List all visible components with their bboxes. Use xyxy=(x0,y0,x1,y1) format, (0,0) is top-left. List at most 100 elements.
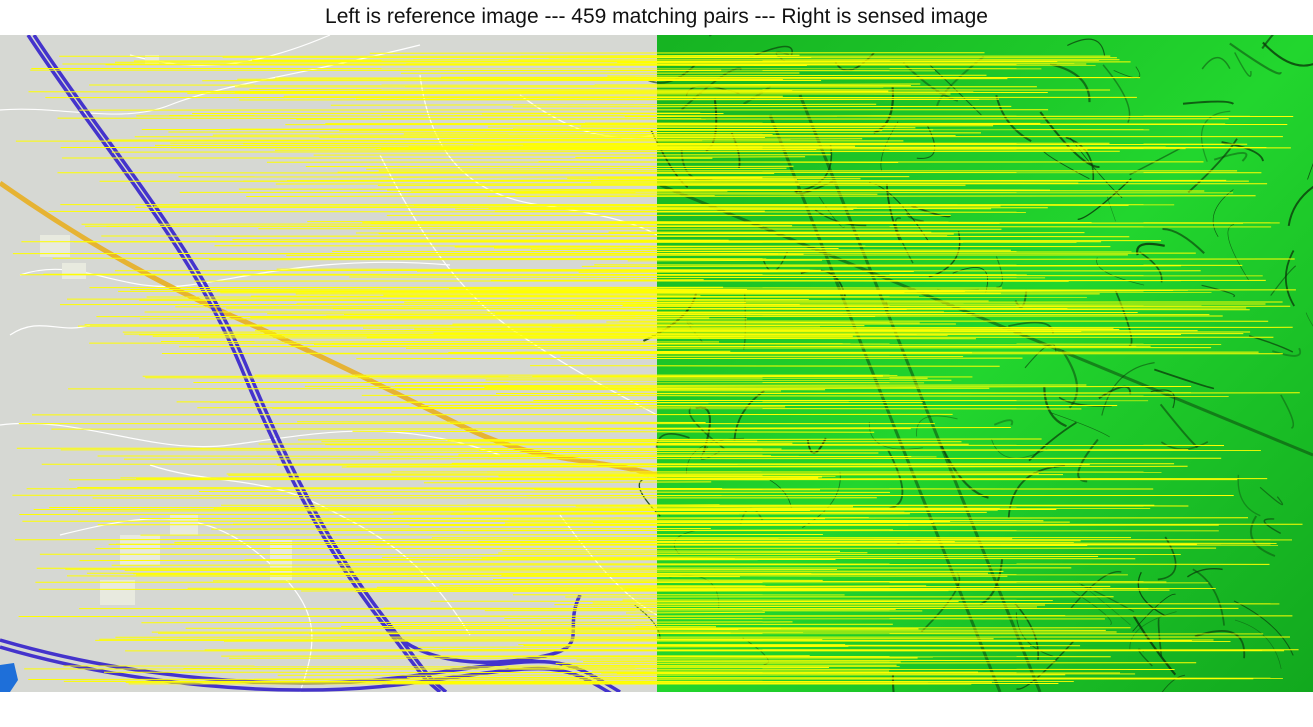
match-line xyxy=(232,239,729,241)
match-line xyxy=(20,274,1263,277)
match-line xyxy=(35,581,1209,584)
terrain-line xyxy=(907,203,951,218)
match-line xyxy=(297,421,706,423)
match-line xyxy=(81,222,1000,225)
match-line xyxy=(250,316,710,319)
match-line xyxy=(258,228,1002,230)
match-line xyxy=(238,188,1051,191)
terrain-line xyxy=(1233,600,1294,656)
match-line xyxy=(463,529,894,532)
match-line xyxy=(304,385,917,388)
terrain-line xyxy=(1237,474,1261,517)
terrain-line xyxy=(1287,185,1313,227)
terrain-line xyxy=(1263,518,1282,534)
terrain-line xyxy=(1061,349,1079,409)
terrain-line xyxy=(1137,571,1166,617)
match-line xyxy=(276,268,810,271)
match-line xyxy=(272,407,1082,410)
match-line xyxy=(387,189,1205,192)
match-line xyxy=(103,671,1121,674)
match-line xyxy=(21,240,770,243)
match-line xyxy=(297,438,1042,441)
terrain-line xyxy=(1186,567,1223,578)
match-line xyxy=(243,179,1227,182)
terrain-linear-feature xyxy=(768,114,1002,692)
match-line xyxy=(413,59,1099,61)
match-line xyxy=(490,279,704,281)
match-line xyxy=(214,245,1111,248)
terrain-linear-feature xyxy=(659,183,1313,457)
match-line xyxy=(592,602,1280,605)
match-line xyxy=(307,221,949,223)
terrain-line xyxy=(1192,568,1225,626)
terrain-line xyxy=(880,121,899,171)
match-line xyxy=(423,481,712,484)
match-line xyxy=(183,667,830,669)
terrain-line xyxy=(873,86,895,134)
match-line xyxy=(594,83,921,86)
match-line xyxy=(48,210,1026,213)
terrain-line xyxy=(1067,38,1106,57)
terrain-line xyxy=(1077,178,1132,221)
match-line xyxy=(601,671,979,674)
match-line xyxy=(492,579,823,581)
match-line xyxy=(313,343,851,345)
match-line xyxy=(451,462,738,465)
match-line xyxy=(375,544,1088,546)
terrain-line xyxy=(1250,515,1276,557)
minor-road xyxy=(0,422,501,456)
match-line xyxy=(349,276,1046,279)
match-line xyxy=(169,115,1250,117)
match-line xyxy=(578,271,914,273)
match-line xyxy=(538,161,899,163)
terrain-line xyxy=(1259,486,1284,506)
match-line xyxy=(154,144,856,147)
match-line xyxy=(124,333,1244,335)
match-line xyxy=(198,491,891,493)
match-line xyxy=(404,330,1082,332)
match-line xyxy=(84,324,865,327)
match-line xyxy=(68,387,990,390)
terrain-line xyxy=(1043,386,1067,428)
match-line xyxy=(59,303,964,306)
match-line xyxy=(77,487,723,489)
terrain-line xyxy=(1213,151,1248,162)
match-line xyxy=(464,511,987,514)
terrain-line xyxy=(1201,284,1236,298)
building-block xyxy=(40,235,70,257)
match-line xyxy=(575,156,806,159)
match-line xyxy=(387,682,1059,684)
terrain-line xyxy=(887,449,904,510)
match-line xyxy=(515,193,878,195)
match-line xyxy=(123,457,1222,460)
match-line xyxy=(168,131,982,134)
match-line xyxy=(380,148,804,150)
match-line xyxy=(594,264,1243,266)
match-line xyxy=(276,464,1090,466)
match-line xyxy=(478,449,1189,451)
match-line xyxy=(575,505,854,508)
terrain-line xyxy=(929,64,982,116)
match-line xyxy=(95,547,1217,550)
terrain-line xyxy=(995,256,1004,288)
match-line xyxy=(406,676,1283,679)
match-line xyxy=(141,621,793,624)
terrain-line xyxy=(1050,412,1110,438)
match-line xyxy=(356,357,1023,360)
match-line xyxy=(625,611,765,614)
match-line xyxy=(609,504,720,506)
terrain-line xyxy=(906,211,924,223)
reference-map xyxy=(0,35,658,692)
match-line xyxy=(28,91,1048,93)
highway xyxy=(32,35,448,692)
terrain-line xyxy=(1070,589,1112,626)
match-line xyxy=(52,257,767,260)
match-line xyxy=(428,184,800,186)
match-lines xyxy=(12,52,1303,685)
match-line xyxy=(242,655,933,658)
match-line xyxy=(212,580,1167,583)
match-line xyxy=(152,252,804,255)
building-block xyxy=(145,55,159,65)
minor-road xyxy=(9,324,91,336)
highway xyxy=(26,35,442,692)
